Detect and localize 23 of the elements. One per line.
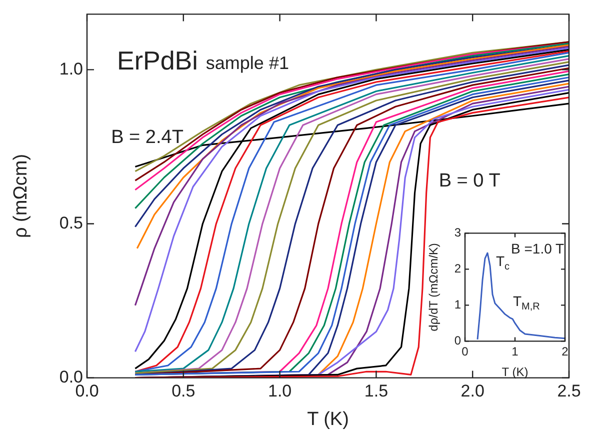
x-tick-label: 2.0 xyxy=(460,382,484,401)
y-tick-label: 0 xyxy=(454,334,462,348)
annotation: B = 2.4T xyxy=(111,127,184,148)
x-tick-label: 2.5 xyxy=(557,382,581,401)
y-axis-title: dρ/dT (mΩcm/K) xyxy=(426,243,441,332)
y-tick-label: 2 xyxy=(454,262,462,276)
y-tick-label: 1.0 xyxy=(59,59,83,78)
x-axis-title: T (K) xyxy=(502,365,528,380)
text: sample #1 xyxy=(206,53,289,74)
annotation: B =1.0 T xyxy=(511,240,564,256)
x-tick-label: 0.5 xyxy=(172,382,196,401)
y-axis-title: ρ (mΩcm) xyxy=(10,154,32,238)
annotation: B = 0 T xyxy=(438,170,501,192)
x-tick-label: 1.0 xyxy=(268,382,292,401)
y-tick-label: 0.5 xyxy=(59,213,83,232)
y-tick-label: 1 xyxy=(454,298,462,312)
x-tick-label: 1.5 xyxy=(364,382,388,401)
x-tick-label: 0.0 xyxy=(75,382,99,401)
y-tick-label: 3 xyxy=(454,226,462,240)
x-tick-label: 2 xyxy=(562,344,569,359)
x-axis-title: T (K) xyxy=(307,408,349,430)
x-tick-label: 1 xyxy=(512,344,519,359)
text: ErPdBi xyxy=(117,45,198,76)
